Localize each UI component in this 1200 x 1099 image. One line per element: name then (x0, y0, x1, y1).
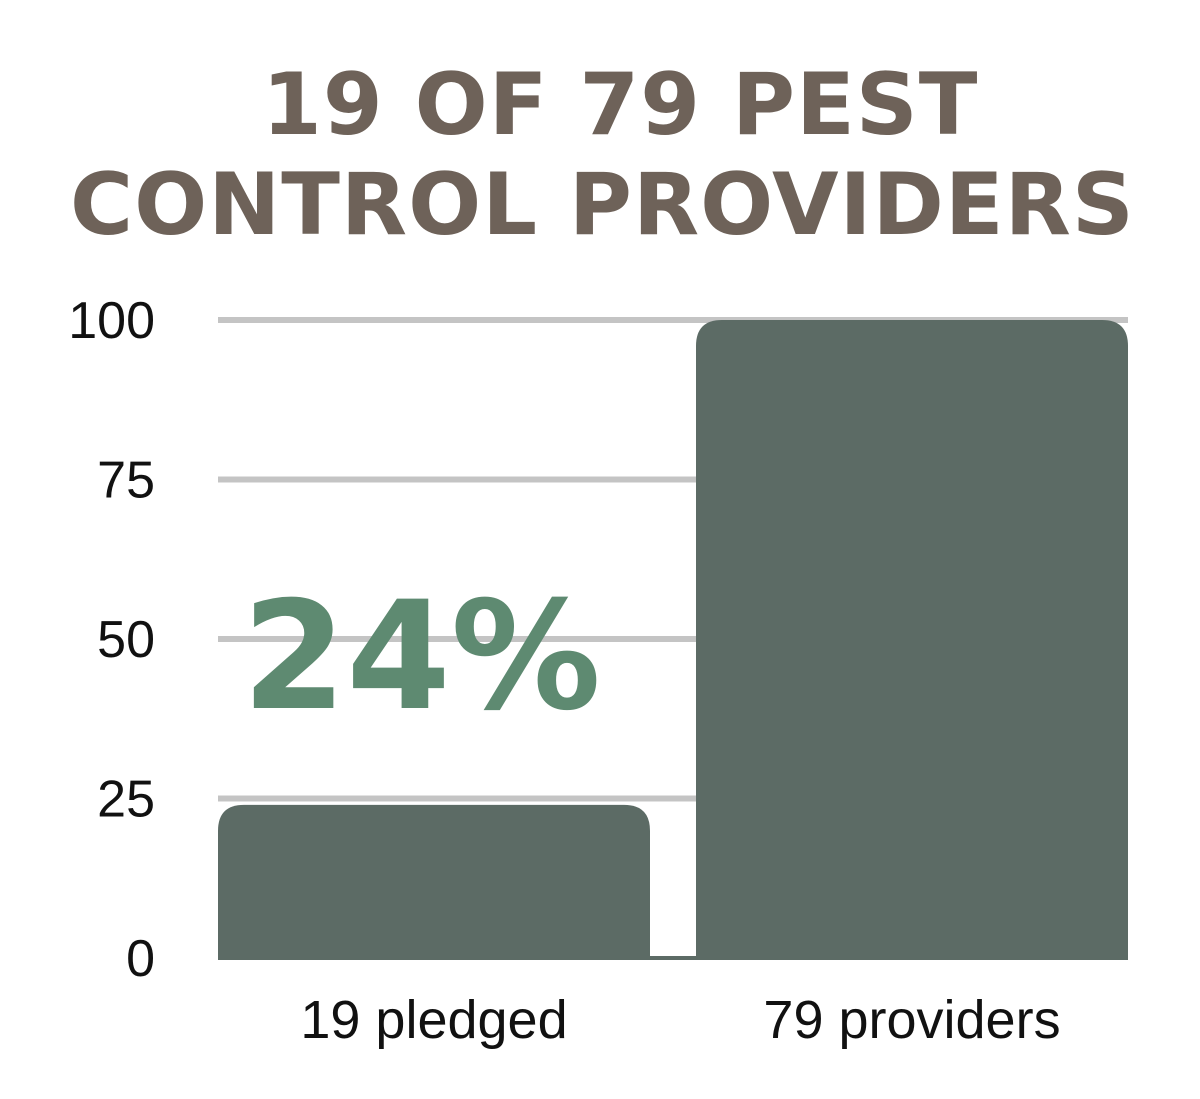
y-tick-label-0: 0 (126, 930, 155, 988)
x-category-label-2: 79 providers (763, 990, 1060, 1050)
bars (218, 320, 1128, 958)
bar-1 (218, 804, 650, 958)
y-tick-label-25: 25 (97, 771, 155, 829)
y-tick-label-75: 75 (97, 452, 155, 510)
y-tick-label-50: 50 (97, 611, 155, 669)
chart-title-line-1: 19 OF 79 PEST (262, 55, 979, 155)
x-axis-labels: 19 pledged 79 providers (300, 990, 1060, 1050)
chart-title-line-2: CONTROL PROVIDERS (70, 155, 1135, 255)
bar-2 (696, 320, 1128, 958)
y-tick-label-100: 100 (68, 292, 155, 350)
y-axis-ticks: 0 25 50 75 100 (68, 292, 155, 988)
x-category-label-1: 19 pledged (300, 990, 567, 1050)
highlight-percent-label: 24% (242, 570, 601, 744)
